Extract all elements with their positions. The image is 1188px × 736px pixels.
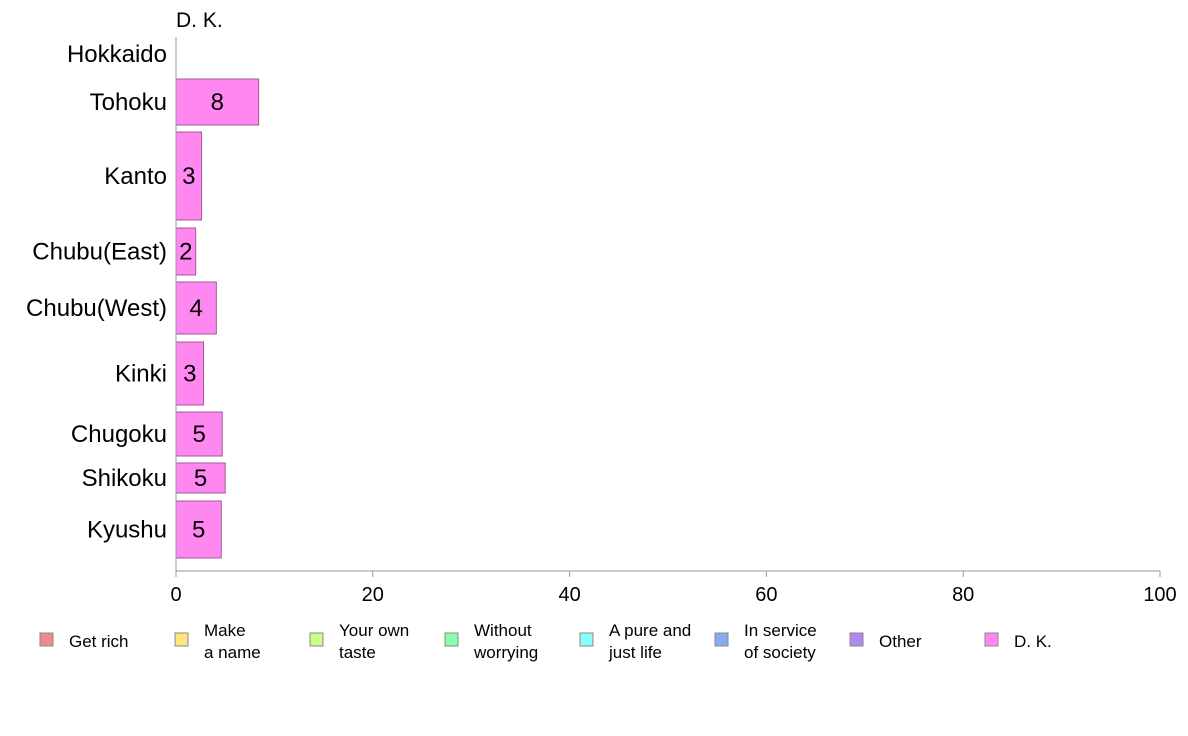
bar-kanto — [175, 131, 203, 221]
bar-chugoku — [175, 411, 223, 457]
region-label-kanto: Kanto — [104, 163, 167, 190]
bar-kyushu — [175, 500, 222, 559]
x-tick-label-60: 60 — [755, 584, 777, 606]
bar-value-shikoku: 5 — [194, 465, 207, 492]
region-label-tohoku: Tohoku — [90, 89, 167, 116]
panel-title: D. K. — [176, 9, 223, 32]
legend-label-a-pure-and-just-life: A pure and just life — [608, 621, 691, 662]
x-tick-label-40: 40 — [558, 584, 580, 606]
legend-swatch-a-pure-and-just-life — [579, 632, 594, 647]
x-tick-label-0: 0 — [170, 584, 181, 606]
region-label-chugoku: Chugoku — [71, 421, 167, 448]
x-tick-label-20: 20 — [362, 584, 384, 606]
legend-label-in-service-of-society: In service of society — [744, 621, 817, 662]
legend-label-other: Other — [879, 632, 922, 651]
x-tick-label-80: 80 — [952, 584, 974, 606]
legend: Get rich Make a name Your own taste Without wo… — [39, 621, 1052, 662]
legend-swatch-get-rich — [39, 632, 54, 647]
legend-label-get-rich: Get rich — [69, 632, 129, 651]
bar-value-chubu-west: 4 — [189, 295, 202, 322]
x-tick-label-100: 100 — [1143, 584, 1176, 606]
region-labels: Hokkaido Tohoku Kanto Chubu(East) Chubu(West… — [26, 41, 167, 544]
bars: 8 3 2 4 3 5 5 5 — [175, 78, 260, 559]
bar-value-kyushu: 5 — [192, 517, 205, 544]
legend-label-d-k: D. K. — [1014, 632, 1052, 651]
bar-chubu-west — [175, 281, 217, 335]
region-label-kyushu: Kyushu — [87, 517, 167, 544]
bar-kinki — [175, 341, 205, 406]
legend-swatch-your-own-taste — [309, 632, 324, 647]
legend-label-your-own-taste: Your own taste — [339, 621, 409, 662]
region-label-chubu-east: Chubu(East) — [32, 239, 167, 266]
bar-value-kinki: 3 — [183, 361, 196, 388]
bar-tohoku — [175, 78, 260, 126]
region-label-shikoku: Shikoku — [82, 465, 167, 492]
legend-swatch-make-a-name — [174, 632, 189, 647]
legend-swatch-in-service-of-society — [714, 632, 729, 647]
legend-label-without-worrying: Without worrying — [473, 621, 538, 662]
x-axis: 0 20 40 60 80 100 — [170, 37, 1177, 606]
region-label-chubu-west: Chubu(West) — [26, 295, 167, 322]
bar-value-chugoku: 5 — [192, 421, 205, 448]
region-label-kinki: Kinki — [115, 361, 167, 388]
legend-swatch-d-k — [984, 632, 999, 647]
bar-value-tohoku: 8 — [211, 89, 224, 116]
region-label-hokkaido: Hokkaido — [67, 41, 167, 68]
bar-value-kanto: 3 — [182, 163, 195, 190]
legend-swatch-other — [849, 632, 864, 647]
legend-swatch-without-worrying — [444, 632, 459, 647]
bar-value-chubu-east: 2 — [179, 239, 192, 266]
bar-shikoku — [175, 462, 226, 494]
legend-label-make-a-name: Make a name — [204, 621, 261, 662]
